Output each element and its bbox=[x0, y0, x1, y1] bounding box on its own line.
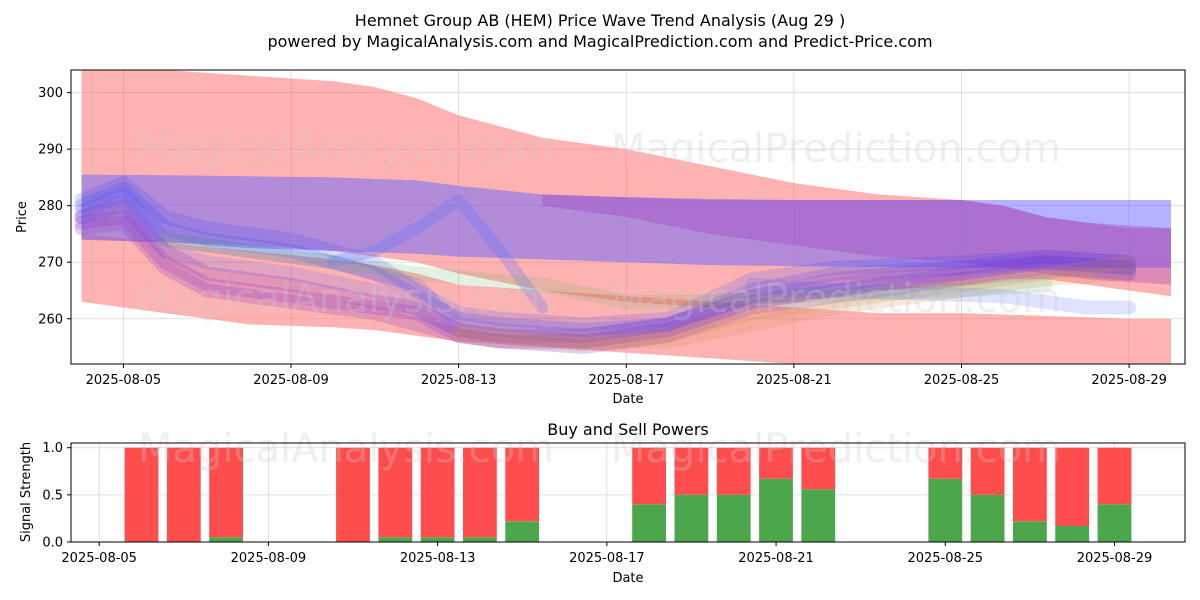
buy-bar bbox=[716, 494, 751, 542]
watermark-prediction-top: MagicalPrediction.com bbox=[611, 126, 1061, 172]
buy-bar bbox=[759, 478, 793, 542]
price-y-tick-label: 270 bbox=[38, 256, 63, 271]
price-x-axis-label: Date bbox=[612, 392, 643, 407]
buy-bar bbox=[1013, 521, 1047, 542]
price-wave-line-10 bbox=[158, 232, 1053, 309]
buy-bar bbox=[970, 494, 1005, 542]
buy-bar bbox=[1097, 504, 1132, 542]
price-wave-line-8 bbox=[451, 266, 1137, 349]
sell-bar bbox=[1055, 447, 1090, 526]
buy-bar bbox=[674, 494, 709, 542]
price-y-tick-label: 290 bbox=[38, 143, 63, 158]
price-wave-line-9 bbox=[326, 194, 549, 314]
sell-bar bbox=[1013, 447, 1047, 522]
price-axes: 2025-08-05 2025-08-09 2025-08-13 2025-08-17… bbox=[38, 86, 1167, 388]
buy-bar bbox=[801, 489, 836, 542]
sell-bar bbox=[632, 447, 666, 505]
signal-axes: 2025-08-05 2025-08-09 2025-08-13 2025-08-17… bbox=[42, 441, 1152, 566]
sell-bar bbox=[336, 447, 370, 542]
price-x-tick-label: 2025-08-13 bbox=[421, 373, 497, 388]
sell-bar bbox=[209, 447, 243, 538]
price-x-tick-label: 2025-08-09 bbox=[253, 373, 329, 388]
sell-bar bbox=[463, 447, 497, 538]
buy-sell-chart: Buy and Sell Powers MagicalAnalysis.com … bbox=[19, 420, 1186, 586]
sell-bar bbox=[166, 447, 201, 542]
signal-y-tick-label: 0.5 bbox=[42, 488, 63, 503]
sell-bar bbox=[124, 447, 159, 542]
watermark-analysis-top-lower: MagicalAnalysis.com bbox=[138, 276, 554, 322]
signal-y-axis-label: Signal Strength bbox=[19, 442, 34, 542]
price-y-axis-label: Price bbox=[15, 201, 30, 233]
price-x-tick-label: 2025-08-05 bbox=[86, 373, 162, 388]
price-wave-line-5 bbox=[74, 210, 1137, 349]
signal-x-axis-label: Date bbox=[612, 571, 643, 586]
price-band-3 bbox=[542, 194, 1171, 285]
signal-plot-frame bbox=[70, 442, 1186, 543]
watermark-analysis-bottom: MagicalAnalysis.com bbox=[138, 426, 554, 472]
sell-bar bbox=[674, 447, 709, 495]
price-y-tick-label: 260 bbox=[38, 312, 63, 327]
sell-bar bbox=[970, 447, 1005, 495]
price-wave-line-0 bbox=[74, 176, 1137, 332]
price-wave-line-7 bbox=[451, 255, 1137, 352]
sell-bar bbox=[716, 447, 751, 495]
price-x-tick-label: 2025-08-21 bbox=[756, 373, 832, 388]
watermark-prediction-bottom: MagicalPrediction.com bbox=[611, 426, 1061, 472]
price-y-tick-label: 280 bbox=[38, 199, 63, 214]
buy-bar bbox=[420, 537, 455, 542]
price-wave-line-6 bbox=[74, 215, 1137, 354]
signal-x-tick-label: 2025-08-05 bbox=[61, 551, 137, 566]
signal-x-tick-label: 2025-08-13 bbox=[400, 551, 476, 566]
buy-bar bbox=[378, 537, 413, 542]
buy-bar bbox=[632, 504, 666, 542]
price-wave-line-1 bbox=[74, 181, 1137, 338]
price-band-1 bbox=[81, 234, 1171, 364]
buy-bar bbox=[928, 478, 963, 542]
buy-bar bbox=[463, 537, 497, 542]
buy-bar bbox=[1055, 526, 1090, 542]
signal-bars bbox=[124, 447, 1132, 542]
signal-y-tick-label: 0.0 bbox=[42, 536, 63, 551]
price-x-tick-label: 2025-08-25 bbox=[924, 373, 1000, 388]
price-wave-line-11 bbox=[745, 277, 1137, 315]
signal-x-tick-label: 2025-08-25 bbox=[907, 551, 983, 566]
signal-x-tick-label: 2025-08-21 bbox=[738, 551, 814, 566]
sell-bar bbox=[759, 447, 793, 479]
sell-bar bbox=[1097, 447, 1132, 505]
price-plot-area bbox=[74, 70, 1171, 364]
price-x-tick-label: 2025-08-29 bbox=[1091, 373, 1167, 388]
buy-bar bbox=[209, 537, 243, 542]
figure-title-line2: powered by MagicalAnalysis.com and Magic… bbox=[267, 32, 932, 51]
price-wave-line-4 bbox=[74, 198, 1137, 343]
watermark-prediction-top-lower: MagicalPrediction.com bbox=[611, 276, 1061, 322]
signal-x-tick-label: 2025-08-09 bbox=[231, 551, 307, 566]
signal-x-tick-label: 2025-08-17 bbox=[569, 551, 645, 566]
sell-bar bbox=[378, 447, 413, 538]
price-plot-frame bbox=[70, 69, 1186, 365]
sell-bar bbox=[420, 447, 455, 538]
signal-x-tick-label: 2025-08-29 bbox=[1077, 551, 1153, 566]
buy-bar bbox=[505, 521, 540, 542]
price-band-2 bbox=[81, 174, 1171, 268]
price-wave-line-3 bbox=[74, 193, 1137, 349]
sell-bar bbox=[801, 447, 836, 490]
price-wave-chart: MagicalAnalysis.com MagicalPrediction.co… bbox=[15, 69, 1186, 407]
sell-bar bbox=[505, 447, 540, 522]
buy-sell-chart-title: Buy and Sell Powers bbox=[547, 420, 709, 439]
watermark-analysis-top: MagicalAnalysis.com bbox=[138, 126, 554, 172]
price-x-tick-label: 2025-08-17 bbox=[588, 373, 664, 388]
price-wave-line-2 bbox=[74, 187, 1137, 343]
sell-bar bbox=[928, 447, 963, 479]
figure-title-line1: Hemnet Group AB (HEM) Price Wave Trend A… bbox=[355, 11, 845, 30]
signal-y-tick-label: 1.0 bbox=[42, 441, 63, 456]
price-y-tick-label: 300 bbox=[38, 86, 63, 101]
